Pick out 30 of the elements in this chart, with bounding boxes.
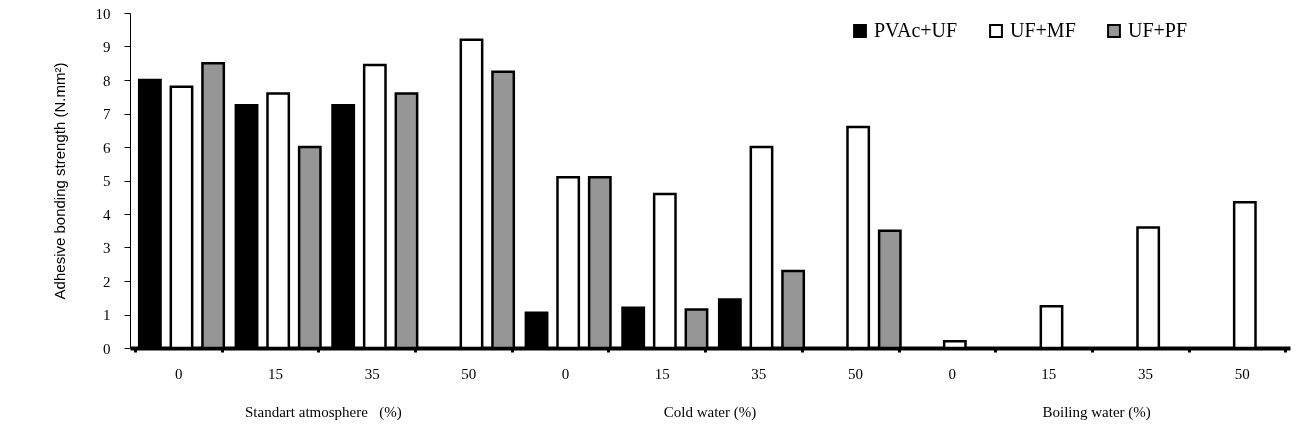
legend-label: UF+MF [1010, 19, 1076, 41]
x-tick-label: 15 [654, 365, 670, 382]
x-tick-label: 50 [1234, 365, 1250, 382]
x-tick-label: 35 [1138, 365, 1153, 382]
y-axis-title: Adhesive bonding strength (N.mm²) [50, 62, 68, 300]
y-tick-label: 1 [103, 307, 111, 323]
y-tick-label: 8 [103, 72, 111, 89]
x-tick-label: 50 [848, 365, 863, 382]
x-tick-label: 0 [561, 365, 570, 382]
y-tick-label: 0 [103, 340, 111, 357]
x-tick-label: 0 [175, 365, 183, 382]
y-tick-label: 6 [103, 139, 111, 156]
x-tick-label: 15 [268, 365, 283, 382]
y-tick-label: 9 [103, 39, 111, 55]
legend-label: PVAc+UF [874, 19, 958, 41]
y-tick-label: 2 [103, 273, 111, 290]
text: Boiling water (%) [1041, 404, 1152, 421]
y-tick-label: 7 [103, 106, 111, 122]
x-tick-label: 35 [751, 365, 767, 382]
y-tick-label: 4 [103, 206, 111, 223]
x-tick-label: 15 [1041, 365, 1057, 382]
y-tick-label: 10 [95, 5, 111, 22]
text: Cold water (%) [662, 404, 758, 421]
x-tick-label: 0 [948, 365, 956, 382]
text: Standart atmosphere (%) [244, 404, 403, 421]
x-tick-label: 35 [364, 365, 380, 382]
legend-label: UF+PF [1128, 19, 1188, 41]
x-tick-label: 50 [461, 365, 477, 382]
y-tick-label: 5 [103, 173, 111, 189]
y-tick-label: 3 [103, 240, 111, 256]
